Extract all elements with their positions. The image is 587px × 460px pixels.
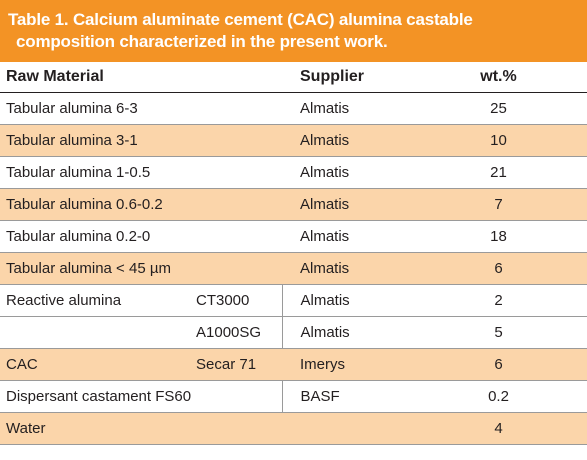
table-row: Reactive alumina CT3000 Almatis 2 xyxy=(0,284,587,317)
table-row: Tabular alumina 6-3 Almatis 25 xyxy=(0,92,587,125)
header-supplier: Supplier xyxy=(282,62,410,93)
cell-material: Tabular alumina 0.6-0.2 xyxy=(0,188,282,221)
table-row: CAC Secar 71 Imerys 6 xyxy=(0,348,587,381)
cell-wt: 5 xyxy=(410,316,587,349)
table-row: Tabular alumina 0.6-0.2 Almatis 7 xyxy=(0,188,587,221)
table-row: Tabular alumina 0.2-0 Almatis 18 xyxy=(0,220,587,253)
table-row: Dispersant castament FS60 BASF 0.2 xyxy=(0,380,587,413)
cell-supplier: Almatis xyxy=(282,124,410,157)
cell-wt: 7 xyxy=(410,188,587,221)
cell-wt: 6 xyxy=(410,252,587,285)
caption-line-1: Table 1. Calcium aluminate cement (CAC) … xyxy=(8,10,473,29)
cell-supplier: Almatis xyxy=(282,252,410,285)
table-row: Tabular alumina 3-1 Almatis 10 xyxy=(0,124,587,157)
cell-grade: CT3000 xyxy=(196,284,282,317)
cell-material: Tabular alumina 6-3 xyxy=(0,92,282,125)
cell-grade: A1000SG xyxy=(196,316,282,349)
cell-supplier: Imerys xyxy=(282,348,410,381)
cell-wt: 4 xyxy=(410,412,587,445)
cell-supplier: Almatis xyxy=(282,156,410,189)
table-row: Tabular alumina 1-0.5 Almatis 21 xyxy=(0,156,587,189)
cell-supplier: Almatis xyxy=(282,220,410,253)
cell-material xyxy=(0,316,196,349)
cell-material: Reactive alumina xyxy=(0,284,196,317)
cell-wt: 0.2 xyxy=(410,380,587,413)
header-raw-material: Raw Material xyxy=(0,62,282,93)
cell-grade: Secar 71 xyxy=(196,348,282,381)
cell-wt: 2 xyxy=(410,284,587,317)
cell-supplier: BASF xyxy=(281,380,410,413)
table-row: Tabular alumina < 45 µm Almatis 6 xyxy=(0,252,587,285)
table-row: Water 4 xyxy=(0,412,587,445)
caption-line-2: composition characterized in the present… xyxy=(16,32,388,51)
cell-supplier: Almatis xyxy=(282,92,410,125)
cell-material: Tabular alumina 0.2-0 xyxy=(0,220,282,253)
table-caption: Table 1. Calcium aluminate cement (CAC) … xyxy=(0,0,587,62)
table-row: A1000SG Almatis 5 xyxy=(0,316,587,349)
cell-wt: 6 xyxy=(410,348,587,381)
cell-wt: 25 xyxy=(410,92,587,125)
cell-wt: 18 xyxy=(410,220,587,253)
composition-table: Raw Material Supplier wt.% Tabular alumi… xyxy=(0,62,587,445)
cell-material: Dispersant castament FS60 xyxy=(0,380,282,413)
cell-supplier: Almatis xyxy=(281,284,410,317)
cell-material: Tabular alumina 1-0.5 xyxy=(0,156,282,189)
cell-material: Tabular alumina < 45 µm xyxy=(0,252,282,285)
cell-supplier: Almatis xyxy=(281,316,410,349)
cell-wt: 10 xyxy=(410,124,587,157)
cell-material: Water xyxy=(0,412,282,445)
cell-supplier: Almatis xyxy=(282,188,410,221)
cell-supplier xyxy=(282,412,410,445)
header-wt: wt.% xyxy=(410,62,587,93)
cell-material: CAC xyxy=(0,348,196,381)
header-row: Raw Material Supplier wt.% xyxy=(0,62,587,93)
cell-material: Tabular alumina 3-1 xyxy=(0,124,282,157)
cell-wt: 21 xyxy=(410,156,587,189)
